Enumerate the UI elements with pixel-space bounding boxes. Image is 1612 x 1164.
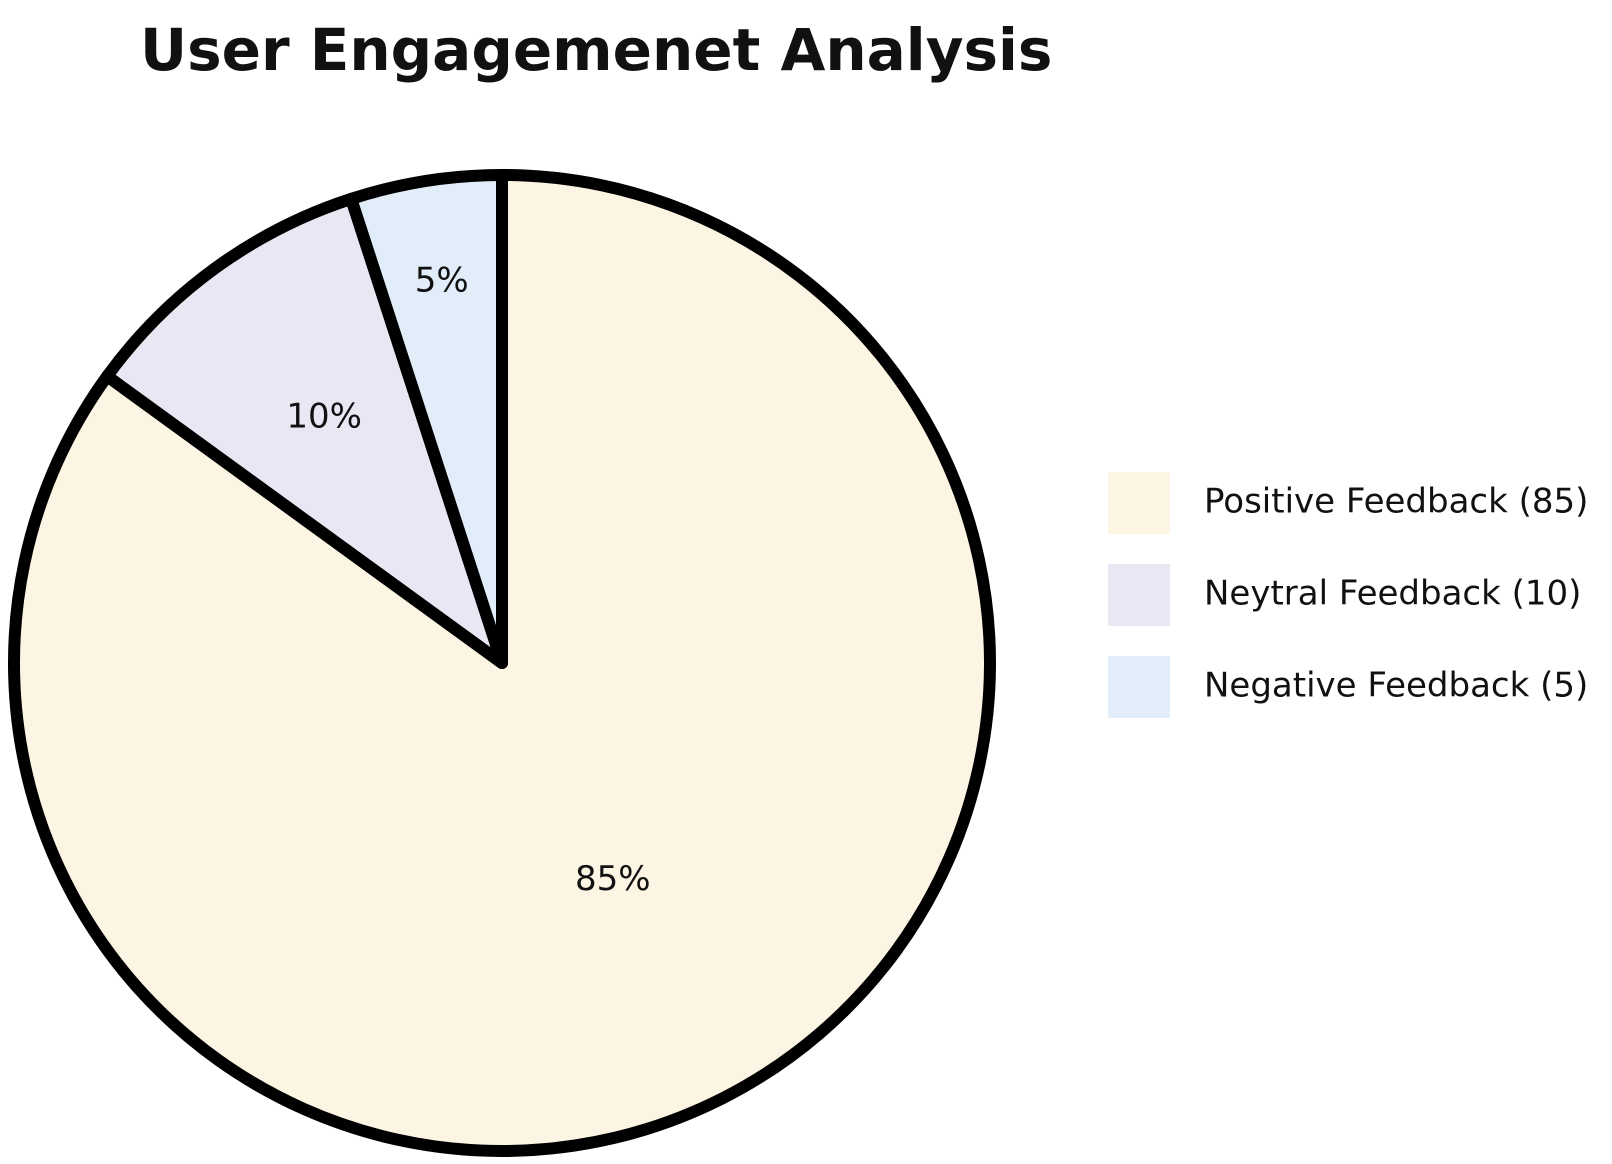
legend-swatch [1108, 564, 1170, 626]
legend-swatch [1108, 656, 1170, 718]
slice-value-label: 10% [286, 397, 362, 437]
chart-title: User Engagemenet Analysis [140, 16, 1052, 84]
legend: Positive Feedback (85) Neytral Feedback (… [1108, 472, 1588, 718]
legend-swatch [1108, 472, 1170, 534]
pie-slice-labels: 85% 10% 5% [286, 261, 650, 899]
pie-slice-negative [345, 169, 508, 669]
legend-label: Positive Feedback (85) [1204, 482, 1588, 522]
pie-slices [8, 169, 996, 1157]
legend-label: Negative Feedback (5) [1204, 666, 1588, 706]
slice-value-label: 5% [415, 261, 469, 301]
legend-label: Neytral Feedback (10) [1204, 574, 1581, 614]
pie-slice-neytral [101, 192, 508, 669]
slice-value-label: 85% [575, 859, 651, 899]
